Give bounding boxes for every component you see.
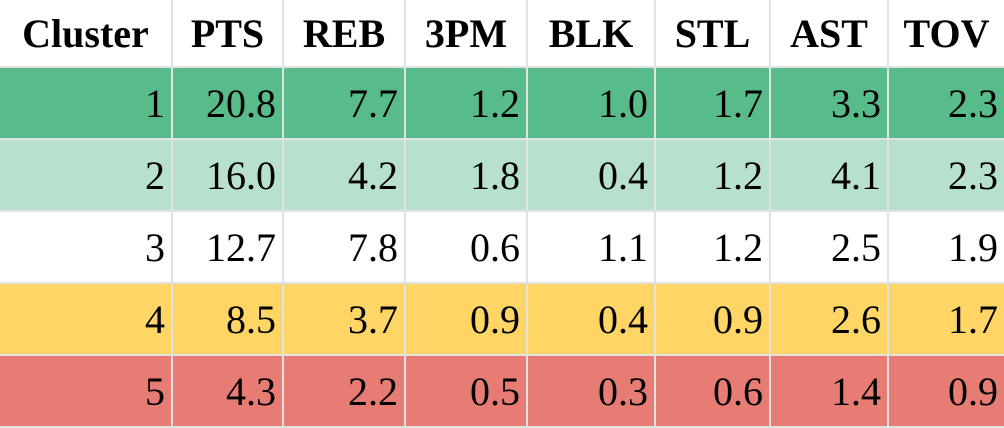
stat-cell: 1.7 — [887, 282, 1004, 356]
stat-cell: 0.9 — [404, 282, 528, 356]
column-header: AST — [769, 0, 889, 68]
column-header: PTS — [171, 0, 284, 68]
cluster-cell: 1 — [0, 67, 173, 140]
stat-cell: 2.3 — [887, 67, 1004, 140]
stat-cell: 0.6 — [654, 354, 771, 428]
table-body: 1 20.8 7.7 1.2 1.0 1.7 3.3 2.3 2 16.0 4.2 1.8 0.4 1.2… — [0, 67, 1004, 428]
stat-cell: 4.1 — [769, 138, 889, 212]
cluster-cell: 2 — [0, 138, 173, 212]
column-header: STL — [654, 0, 771, 68]
stat-cell: 16.0 — [171, 138, 284, 212]
stat-cell: 1.2 — [404, 67, 528, 140]
stat-cell: 1.7 — [654, 67, 771, 140]
stat-cell: 1.2 — [654, 138, 771, 212]
stat-cell: 0.3 — [526, 354, 656, 428]
stat-cell: 4.3 — [171, 354, 284, 428]
cluster-cell: 5 — [0, 354, 173, 428]
stat-cell: 0.9 — [654, 282, 771, 356]
stat-cell: 1.4 — [769, 354, 889, 428]
stat-cell: 1.8 — [404, 138, 528, 212]
header-row: Cluster PTS REB 3PM BLK STL AST TOV — [0, 0, 1004, 68]
stat-cell: 7.8 — [282, 210, 406, 284]
table-row: 4 8.5 3.7 0.9 0.4 0.9 2.6 1.7 — [0, 282, 1004, 356]
stat-cell: 0.5 — [404, 354, 528, 428]
stat-cell: 7.7 — [282, 67, 406, 140]
table-row: 5 4.3 2.2 0.5 0.3 0.6 1.4 0.9 — [0, 354, 1004, 428]
stat-cell: 8.5 — [171, 282, 284, 356]
stat-cell: 1.1 — [526, 210, 656, 284]
stat-cell: 2.3 — [887, 138, 1004, 212]
stat-cell: 1.0 — [526, 67, 656, 140]
stat-cell: 1.2 — [654, 210, 771, 284]
column-header: Cluster — [0, 0, 173, 68]
column-header: TOV — [887, 0, 1004, 68]
stat-cell: 1.9 — [887, 210, 1004, 284]
stat-cell: 3.7 — [282, 282, 406, 356]
stat-cell: 0.9 — [887, 354, 1004, 428]
stat-cell: 2.2 — [282, 354, 406, 428]
table-row: 1 20.8 7.7 1.2 1.0 1.7 3.3 2.3 — [0, 67, 1004, 140]
stat-cell: 2.5 — [769, 210, 889, 284]
cluster-cell: 4 — [0, 282, 173, 356]
stat-cell: 0.6 — [404, 210, 528, 284]
column-header: BLK — [526, 0, 656, 68]
cluster-cell: 3 — [0, 210, 173, 284]
stat-cell: 12.7 — [171, 210, 284, 284]
column-header: 3PM — [404, 0, 528, 68]
column-header: REB — [282, 0, 406, 68]
stat-cell: 0.4 — [526, 138, 656, 212]
stat-cell: 4.2 — [282, 138, 406, 212]
stat-cell: 20.8 — [171, 67, 284, 140]
stat-cell: 3.3 — [769, 67, 889, 140]
stat-cell: 0.4 — [526, 282, 656, 356]
stat-cell: 2.6 — [769, 282, 889, 356]
table-row: 3 12.7 7.8 0.6 1.1 1.2 2.5 1.9 — [0, 210, 1004, 284]
table-header: Cluster PTS REB 3PM BLK STL AST TOV — [0, 0, 1004, 68]
table-row: 2 16.0 4.2 1.8 0.4 1.2 4.1 2.3 — [0, 138, 1004, 212]
